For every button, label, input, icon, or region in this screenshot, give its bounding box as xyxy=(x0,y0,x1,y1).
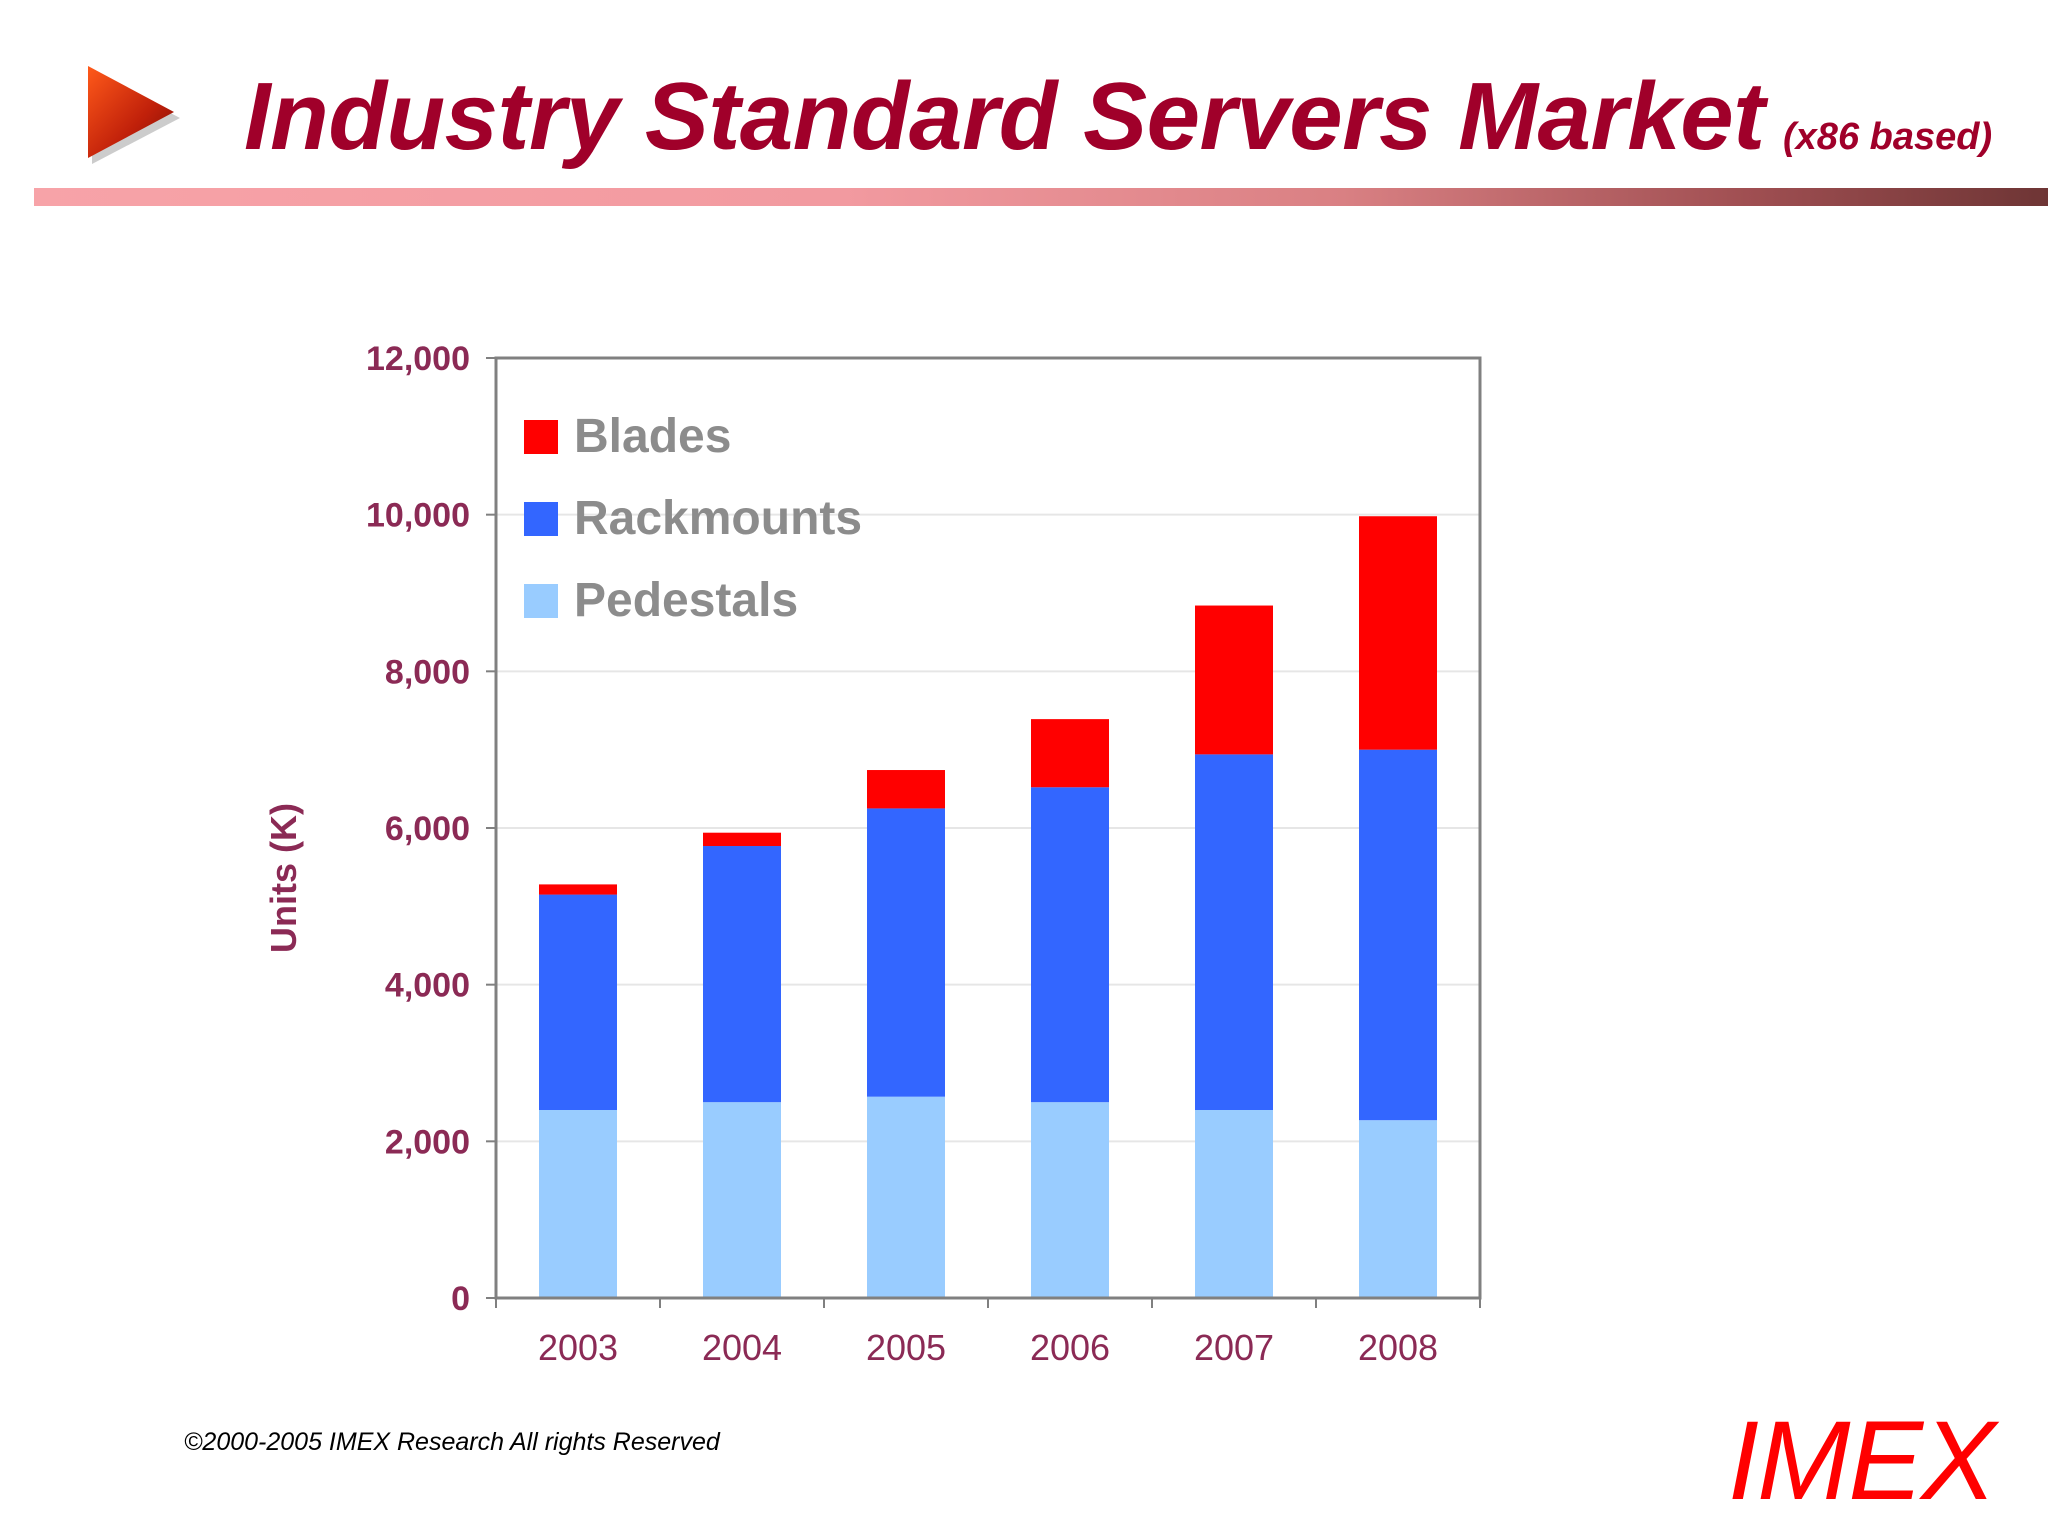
bar-blades-2006 xyxy=(1031,719,1109,788)
y-tick-label: 0 xyxy=(451,1280,470,1318)
legend-label-rackmounts: Rackmounts xyxy=(574,492,862,545)
bar-rackmounts-2008 xyxy=(1359,749,1437,1121)
bar-pedestals-2008 xyxy=(1359,1120,1437,1298)
y-tick-label: 6,000 xyxy=(385,810,470,848)
title-subtitle: (x86 based) xyxy=(1783,116,1993,158)
x-tick-label: 2003 xyxy=(538,1327,618,1368)
slide-title: Industry Standard Servers Market (x86 ba… xyxy=(244,62,1992,172)
bar-blades-2007 xyxy=(1195,605,1273,755)
legend-swatch-rackmounts xyxy=(524,502,558,536)
bar-pedestals-2006 xyxy=(1031,1102,1109,1298)
bar-rackmounts-2007 xyxy=(1195,754,1273,1110)
bar-pedestals-2003 xyxy=(539,1110,617,1298)
axes: 0 2,000 4,000 6,000 8,000 10,000 12,000 2003 200… xyxy=(366,340,1481,1368)
bar-rackmounts-2005 xyxy=(867,808,945,1097)
x-tick-label: 2006 xyxy=(1030,1327,1110,1368)
title-main: Industry Standard Servers Market xyxy=(244,63,1765,170)
bar-blades-2004 xyxy=(703,832,781,847)
y-tick-label: 4,000 xyxy=(385,967,470,1005)
bar-blades-2003 xyxy=(539,884,617,895)
bar-rackmounts-2003 xyxy=(539,894,617,1110)
y-tick-label: 2,000 xyxy=(385,1123,470,1161)
bar-rackmounts-2004 xyxy=(703,846,781,1103)
title-divider xyxy=(34,188,2048,206)
y-tick-label: 10,000 xyxy=(366,497,470,535)
legend-swatch-pedestals xyxy=(524,584,558,618)
bar-pedestals-2004 xyxy=(703,1102,781,1298)
footer-logo: IMEX xyxy=(1728,1398,1996,1523)
bar-pedestals-2005 xyxy=(867,1096,945,1298)
bar-rackmounts-2006 xyxy=(1031,787,1109,1103)
x-tick-label: 2007 xyxy=(1194,1327,1274,1368)
bar-blades-2005 xyxy=(867,770,945,809)
bar-blades-2008 xyxy=(1359,516,1437,750)
bar-pedestals-2007 xyxy=(1195,1110,1273,1298)
gridlines xyxy=(496,513,1480,1143)
y-tick-label: 8,000 xyxy=(385,653,470,691)
x-tick-label: 2004 xyxy=(702,1327,782,1368)
legend: Blades Rackmounts Pedestals xyxy=(524,410,862,627)
legend-swatch-blades xyxy=(524,420,558,454)
play-triangle-icon xyxy=(88,66,180,164)
x-tick-label: 2005 xyxy=(866,1327,946,1368)
y-tick-label: 12,000 xyxy=(366,340,470,378)
y-axis-label: Units (K) xyxy=(263,803,304,953)
bars xyxy=(539,516,1437,1298)
legend-label-blades: Blades xyxy=(574,410,731,463)
footer-copyright: ©2000-2005 IMEX Research All rights Rese… xyxy=(184,1428,720,1456)
legend-label-pedestals: Pedestals xyxy=(574,574,798,627)
x-tick-label: 2008 xyxy=(1358,1327,1438,1368)
